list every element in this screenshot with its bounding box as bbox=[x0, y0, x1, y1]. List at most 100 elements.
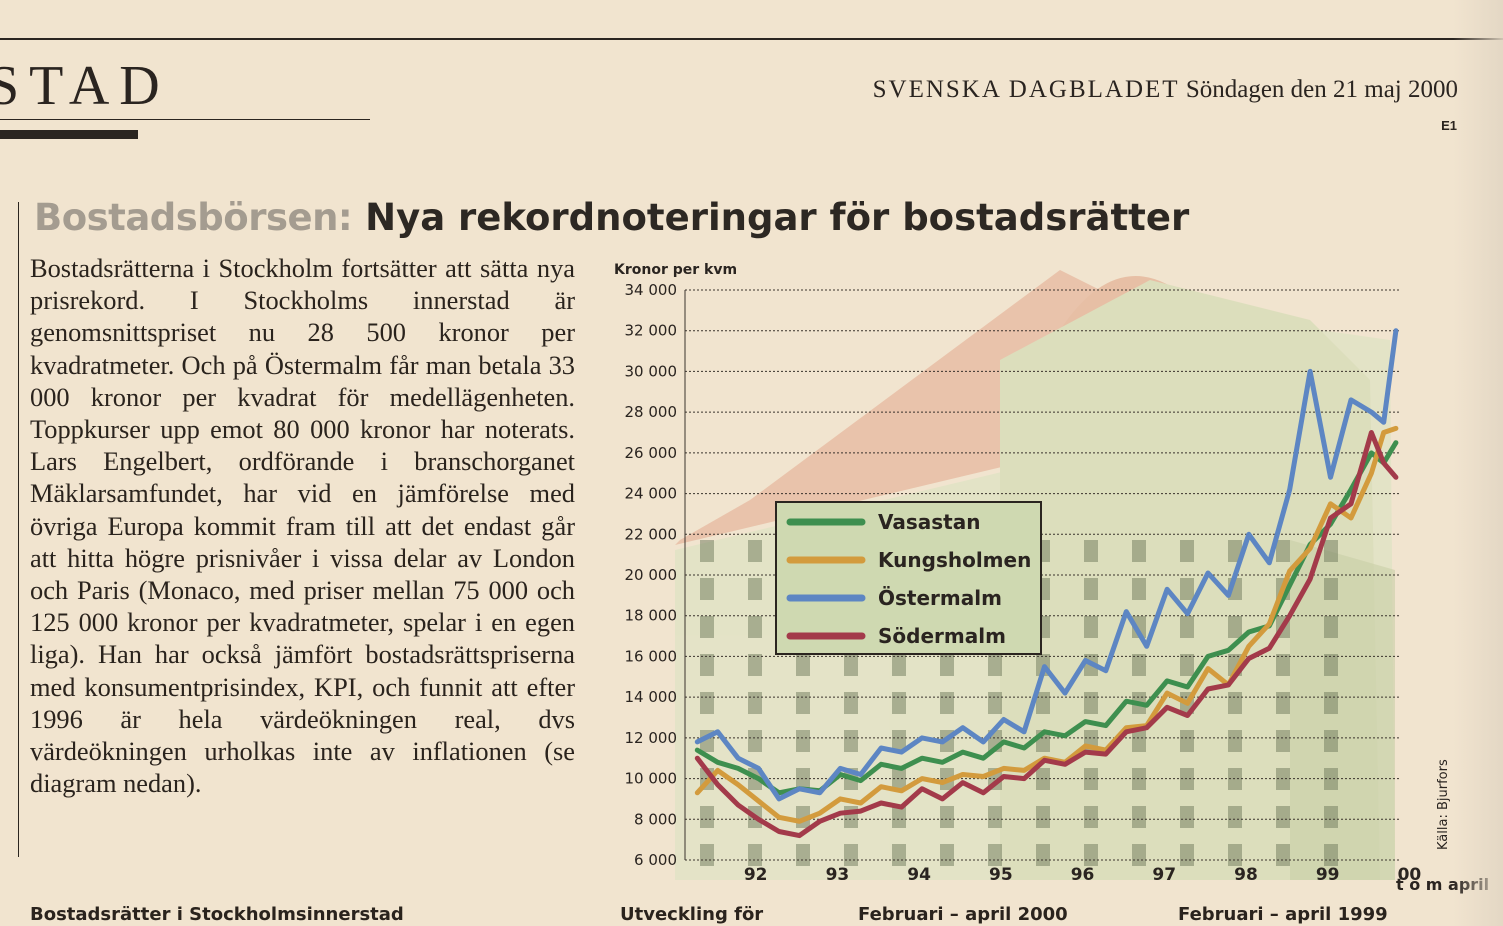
window bbox=[700, 654, 714, 676]
window bbox=[1228, 806, 1242, 828]
window bbox=[1132, 730, 1146, 752]
y-tick-label: 24 000 bbox=[625, 485, 678, 503]
window bbox=[1132, 844, 1146, 866]
window bbox=[700, 806, 714, 828]
window bbox=[1324, 654, 1338, 676]
x-tick-label: 93 bbox=[826, 865, 850, 885]
window bbox=[1180, 806, 1194, 828]
window bbox=[748, 540, 762, 562]
window bbox=[1228, 730, 1242, 752]
window bbox=[1324, 540, 1338, 562]
window bbox=[748, 616, 762, 638]
window bbox=[844, 654, 858, 676]
window bbox=[1084, 578, 1098, 600]
y-axis: 6 000 8 000 10 000 12 000 14 000 16 000 18 000… bbox=[625, 281, 1400, 869]
y-tick-label: 20 000 bbox=[625, 566, 678, 584]
window bbox=[988, 654, 1002, 676]
section-name: STAD bbox=[0, 55, 170, 117]
x-tick-label: 00 bbox=[1398, 865, 1422, 885]
issue-date: Söndagen den 21 maj 2000 bbox=[1185, 76, 1458, 103]
window bbox=[700, 844, 714, 866]
window bbox=[796, 844, 810, 866]
page-edge-shading bbox=[1453, 0, 1503, 926]
window bbox=[748, 692, 762, 714]
legend: Vasastan Kungsholmen Östermalm Södermalm bbox=[775, 501, 1042, 655]
window bbox=[940, 692, 954, 714]
window bbox=[1132, 540, 1146, 562]
window bbox=[1324, 806, 1338, 828]
window bbox=[1036, 844, 1050, 866]
window bbox=[748, 654, 762, 676]
window bbox=[1180, 654, 1194, 676]
window bbox=[700, 692, 714, 714]
window bbox=[1084, 692, 1098, 714]
footer-heading-right: Februari – april 1999 bbox=[1178, 904, 1388, 925]
chart-series bbox=[694, 328, 1399, 839]
window bbox=[1084, 616, 1098, 638]
window bbox=[1228, 616, 1242, 638]
y-tick-label: 32 000 bbox=[625, 322, 678, 340]
building-shadow bbox=[1290, 540, 1395, 880]
window bbox=[700, 540, 714, 562]
window bbox=[988, 806, 1002, 828]
x-tick-label: 96 bbox=[1071, 865, 1095, 885]
window bbox=[988, 692, 1002, 714]
window bbox=[844, 844, 858, 866]
window bbox=[892, 806, 906, 828]
window bbox=[940, 654, 954, 676]
legend-box bbox=[775, 501, 1042, 655]
window bbox=[892, 844, 906, 866]
window bbox=[1180, 540, 1194, 562]
section-bar bbox=[0, 130, 138, 139]
window bbox=[892, 654, 906, 676]
window bbox=[1036, 806, 1050, 828]
x-tick-label: 99 bbox=[1316, 865, 1340, 885]
window bbox=[940, 844, 954, 866]
series-line-östermalm bbox=[694, 328, 1399, 802]
y-tick-label: 10 000 bbox=[625, 770, 678, 788]
window bbox=[796, 692, 810, 714]
window bbox=[1276, 730, 1290, 752]
window bbox=[988, 844, 1002, 866]
window bbox=[796, 654, 810, 676]
x-tick-label: 98 bbox=[1234, 865, 1258, 885]
window bbox=[1180, 730, 1194, 752]
window bbox=[1180, 616, 1194, 638]
footer-heading-mid2: Februari – april 2000 bbox=[858, 904, 1068, 925]
masthead: SVENSKA DAGBLADET Söndagen den 21 maj 20… bbox=[873, 76, 1458, 104]
window bbox=[1132, 616, 1146, 638]
headline-kicker: Bostadsbörsen: bbox=[34, 196, 353, 239]
legend-label: Östermalm bbox=[878, 586, 1002, 610]
window bbox=[748, 578, 762, 600]
article-body: Bostadsrätterna i Stockholm fortsätter a… bbox=[30, 252, 575, 799]
window bbox=[1324, 844, 1338, 866]
window bbox=[1180, 578, 1194, 600]
newspaper-name: SVENSKA DAGBLADET bbox=[872, 76, 1180, 103]
window bbox=[892, 730, 906, 752]
y-tick-label: 28 000 bbox=[625, 403, 678, 421]
window bbox=[700, 578, 714, 600]
window bbox=[1228, 844, 1242, 866]
y-tick-label: 30 000 bbox=[625, 362, 678, 380]
x-tick-label: 92 bbox=[744, 865, 768, 885]
window bbox=[1132, 654, 1146, 676]
window bbox=[1084, 844, 1098, 866]
window bbox=[1276, 540, 1290, 562]
legend-label: Södermalm bbox=[878, 624, 1006, 648]
y-tick-label: 26 000 bbox=[625, 444, 678, 462]
y-tick-label: 34 000 bbox=[625, 281, 678, 299]
window bbox=[1276, 692, 1290, 714]
series-line-södermalm bbox=[694, 430, 1399, 839]
y-axis-label: Kronor per kvm bbox=[614, 262, 737, 278]
window bbox=[748, 844, 762, 866]
window bbox=[1324, 692, 1338, 714]
window bbox=[1324, 616, 1338, 638]
window bbox=[1084, 806, 1098, 828]
window bbox=[1180, 844, 1194, 866]
window bbox=[892, 692, 906, 714]
window bbox=[1084, 540, 1098, 562]
section-rule bbox=[0, 119, 370, 120]
y-tick-label: 8 000 bbox=[634, 810, 677, 828]
footer-heading-mid: Utveckling för bbox=[620, 904, 764, 925]
y-tick-label: 12 000 bbox=[625, 729, 678, 747]
